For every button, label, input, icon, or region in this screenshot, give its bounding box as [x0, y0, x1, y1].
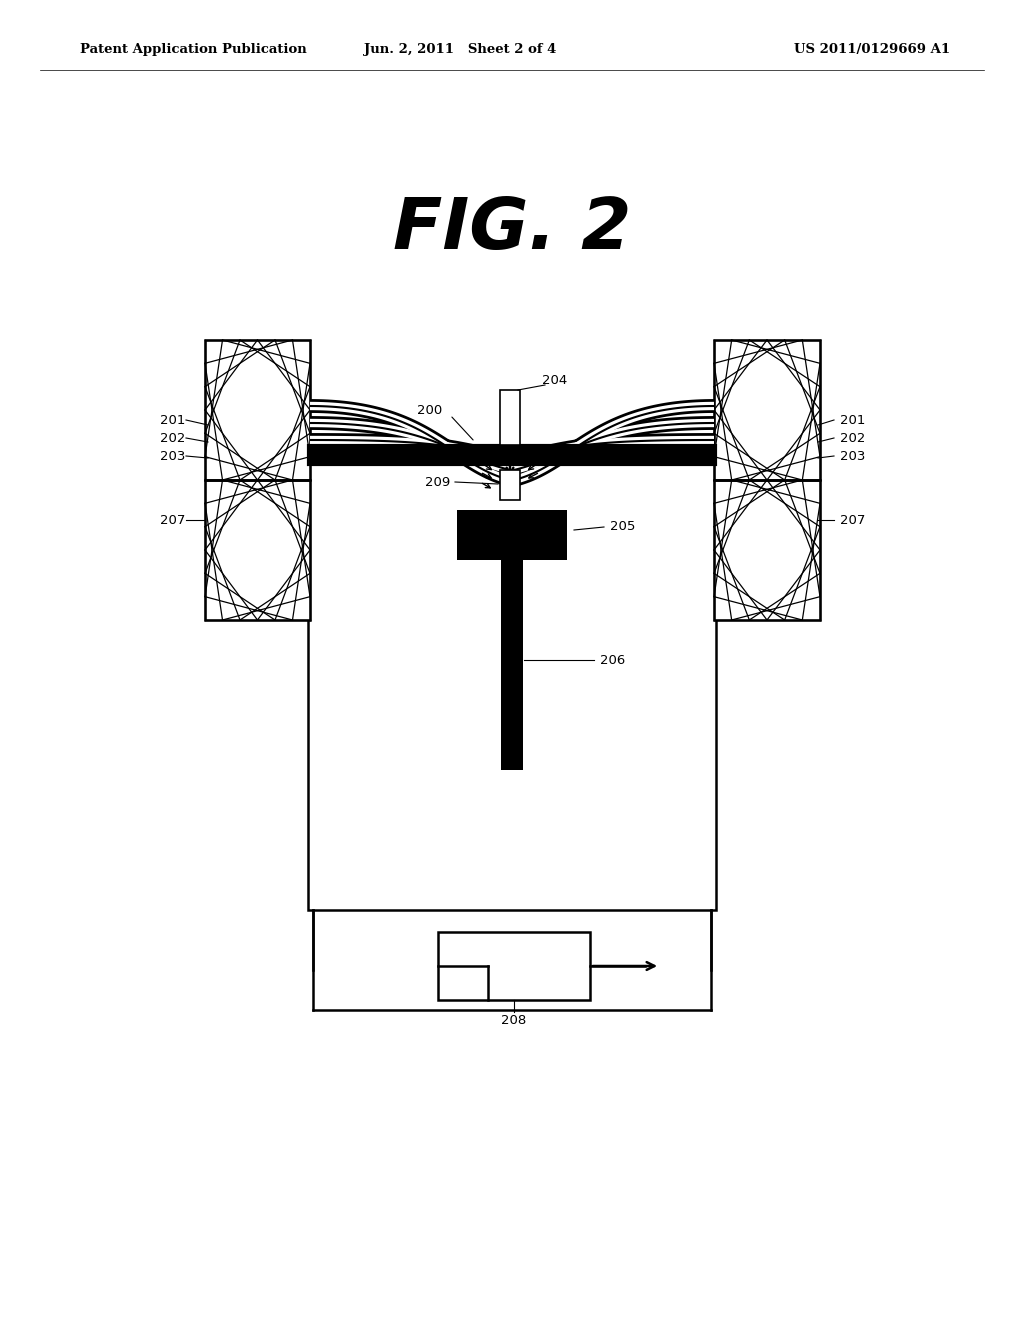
Text: 200: 200	[418, 404, 442, 417]
Bar	[308, 445, 716, 465]
Text: 202: 202	[840, 432, 865, 445]
Text: 207: 207	[840, 513, 865, 527]
Text: US 2011/0129669 A1: US 2011/0129669 A1	[794, 44, 950, 57]
Text: 203: 203	[160, 450, 185, 462]
Bar	[308, 445, 716, 909]
Text: 207: 207	[160, 513, 185, 527]
Text: 203: 203	[840, 450, 865, 462]
Bar	[500, 389, 520, 445]
Text: 208: 208	[502, 1014, 526, 1027]
Bar	[714, 341, 820, 480]
Text: 206: 206	[600, 653, 626, 667]
Bar	[205, 480, 310, 620]
Bar	[501, 560, 523, 770]
Bar	[205, 341, 310, 480]
Text: 202: 202	[160, 432, 185, 445]
Text: 201: 201	[840, 413, 865, 426]
Bar	[438, 932, 590, 1001]
Text: 205: 205	[610, 520, 635, 533]
Bar	[205, 341, 310, 480]
Text: 201: 201	[160, 413, 185, 426]
Text: FIG. 2: FIG. 2	[393, 195, 631, 264]
Bar	[714, 341, 820, 480]
Bar	[500, 470, 520, 500]
Bar	[714, 480, 820, 620]
Text: 209: 209	[425, 475, 450, 488]
Text: 204: 204	[543, 374, 567, 387]
Bar	[714, 480, 820, 620]
Text: Jun. 2, 2011   Sheet 2 of 4: Jun. 2, 2011 Sheet 2 of 4	[364, 44, 556, 57]
Text: Patent Application Publication: Patent Application Publication	[80, 44, 307, 57]
Bar	[308, 445, 716, 465]
Bar	[457, 510, 567, 560]
Bar	[205, 480, 310, 620]
